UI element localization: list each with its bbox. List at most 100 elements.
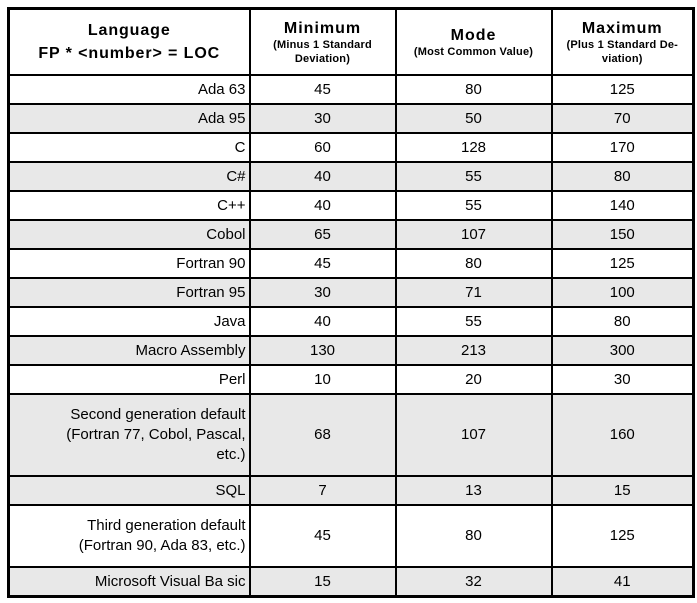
language-line: Macro Assembly [135, 341, 246, 359]
language-cell: C++ [7, 190, 251, 221]
mode-header-title: Mode [450, 26, 497, 44]
mode-cell: 80 [394, 504, 553, 568]
mode-cell: 107 [394, 219, 553, 250]
language-cell: Ada 95 [7, 103, 251, 134]
maximum-cell: 125 [550, 248, 695, 279]
maximum-cell: 125 [550, 74, 695, 105]
language-line: Cobol [206, 225, 246, 243]
language-cell: Perl [7, 364, 251, 395]
mode-cell: 80 [394, 248, 553, 279]
mode-header-subtitle: (Most Common Value) [413, 45, 534, 58]
table-row: Ada 63 45 80 125 [7, 74, 695, 105]
table-row: Fortran 95 30 71 100 [7, 277, 695, 308]
minimum-cell: 30 [248, 103, 397, 134]
table-row: Third generation default (Fortran 90, Ada… [7, 504, 695, 568]
maximum-cell: 300 [550, 335, 695, 366]
mode-cell: 13 [394, 475, 553, 506]
table-row: Cobol 65 107 150 [7, 219, 695, 250]
language-cell: Microsoft Visual Ba sic [7, 566, 251, 598]
language-cell: Fortran 95 [7, 277, 251, 308]
language-line: Third generation default [87, 517, 246, 534]
language-cell: Second generation default (Fortran 77, Co… [7, 393, 251, 477]
language-line: (Fortran 77, Cobol, Pascal, [66, 426, 246, 443]
mode-cell: 55 [394, 161, 553, 192]
mode-column-header: Mode (Most Common Value) [394, 7, 553, 76]
language-cell: Java [7, 306, 251, 337]
maximum-cell: 140 [550, 190, 695, 221]
minimum-cell: 65 [248, 219, 397, 250]
language-line: C [234, 138, 246, 156]
table-row: C 60 128 170 [7, 132, 695, 163]
fp-to-loc-conversion-table: Language FP * <number> = LOC Minimum (Mi… [7, 7, 695, 598]
maximum-cell: 125 [550, 504, 695, 568]
maximum-cell: 80 [550, 161, 695, 192]
language-column-header: Language FP * <number> = LOC [7, 7, 251, 76]
table-row: Microsoft Visual Ba sic 15 32 41 [7, 566, 695, 598]
language-line: Fortran 90 [176, 254, 246, 272]
mode-cell: 128 [394, 132, 553, 163]
language-line: Ada 63 [197, 80, 246, 98]
language-cell: C# [7, 161, 251, 192]
minimum-cell: 7 [248, 475, 397, 506]
language-cell: Third generation default (Fortran 90, Ada… [7, 504, 251, 568]
language-line: SQL [215, 481, 246, 499]
mode-cell: 20 [394, 364, 553, 395]
table-row: Fortran 90 45 80 125 [7, 248, 695, 279]
minimum-cell: 40 [248, 161, 397, 192]
maximum-header-subtitle-line2: viation) [601, 52, 643, 65]
mode-cell: 107 [394, 393, 553, 477]
maximum-cell: 30 [550, 364, 695, 395]
maximum-header-title: Maximum [581, 19, 663, 37]
minimum-cell: 30 [248, 277, 397, 308]
language-header-line2: FP * <number> = LOC [38, 45, 221, 62]
maximum-cell: 160 [550, 393, 695, 477]
table-row: Java 40 55 80 [7, 306, 695, 337]
minimum-cell: 10 [248, 364, 397, 395]
language-line: Second generation default [70, 406, 246, 423]
language-line: Perl [218, 370, 246, 388]
minimum-cell: 130 [248, 335, 397, 366]
language-line: Java [213, 312, 246, 330]
maximum-cell: 15 [550, 475, 695, 506]
minimum-cell: 40 [248, 190, 397, 221]
language-line: Fortran 95 [176, 283, 246, 301]
table-row: C++ 40 55 140 [7, 190, 695, 221]
table-row: Perl 10 20 30 [7, 364, 695, 395]
maximum-cell: 80 [550, 306, 695, 337]
mode-cell: 32 [394, 566, 553, 598]
minimum-cell: 15 [248, 566, 397, 598]
maximum-column-header: Maximum (Plus 1 Standard De- viation) [550, 7, 695, 76]
language-line: C# [226, 167, 246, 185]
table-header: Language FP * <number> = LOC Minimum (Mi… [7, 7, 695, 76]
maximum-cell: 150 [550, 219, 695, 250]
language-cell: Fortran 90 [7, 248, 251, 279]
language-line: (Fortran 90, Ada 83, etc.) [78, 537, 246, 554]
table-row: C# 40 55 80 [7, 161, 695, 192]
language-cell: Macro Assembly [7, 335, 251, 366]
mode-cell: 80 [394, 74, 553, 105]
minimum-header-title: Minimum [283, 19, 362, 37]
maximum-cell: 70 [550, 103, 695, 134]
language-cell: C [7, 132, 251, 163]
table-row: Ada 95 30 50 70 [7, 103, 695, 134]
mode-cell: 213 [394, 335, 553, 366]
maximum-cell: 100 [550, 277, 695, 308]
mode-cell: 71 [394, 277, 553, 308]
maximum-cell: 170 [550, 132, 695, 163]
language-line: C++ [217, 196, 246, 214]
mode-cell: 55 [394, 190, 553, 221]
minimum-header-subtitle-line1: (Minus 1 Standard [273, 38, 372, 51]
minimum-cell: 68 [248, 393, 397, 477]
minimum-cell: 60 [248, 132, 397, 163]
minimum-cell: 45 [248, 74, 397, 105]
language-line: Microsoft Visual Ba sic [94, 572, 246, 590]
maximum-header-subtitle-line1: (Plus 1 Standard De- [566, 38, 679, 51]
minimum-cell: 45 [248, 504, 397, 568]
table-row: SQL 7 13 15 [7, 475, 695, 506]
language-cell: SQL [7, 475, 251, 506]
table-row: Macro Assembly 130 213 300 [7, 335, 695, 366]
minimum-cell: 40 [248, 306, 397, 337]
language-line: etc.) [216, 446, 246, 463]
maximum-cell: 41 [550, 566, 695, 598]
